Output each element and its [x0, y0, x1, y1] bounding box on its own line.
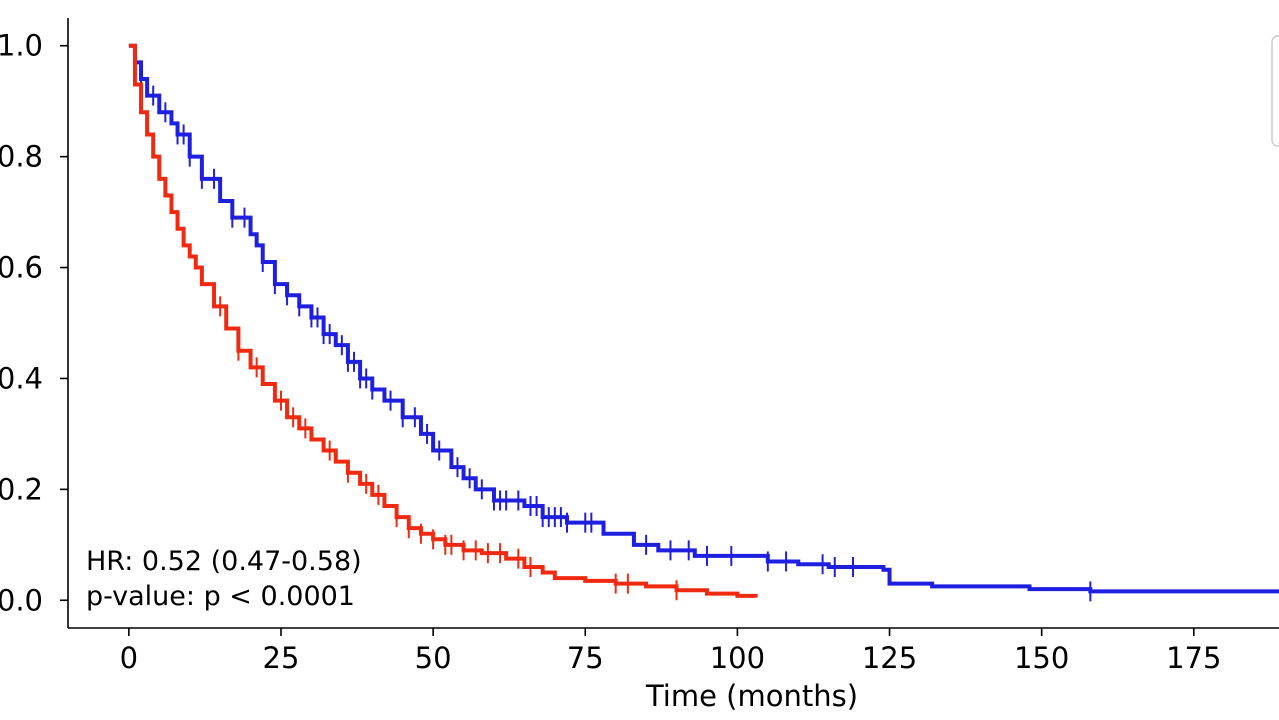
y-tick-label: 0.0 [0, 583, 43, 617]
y-tick-label: 0.2 [0, 472, 43, 506]
x-tick-label: 25 [263, 641, 300, 675]
x-tick-label: 75 [567, 641, 604, 675]
x-axis-title: Time (months) [645, 679, 858, 713]
x-tick-label: 175 [1166, 641, 1221, 675]
axes [67, 18, 1279, 629]
x-tick-label: 0 [120, 641, 138, 675]
hr-annotation: HR: 0.52 (0.47-0.58) [86, 546, 362, 577]
survival-curve-red [128, 43, 758, 598]
x-tick-label: 150 [1014, 641, 1069, 675]
y-tick-label: 0.4 [0, 361, 43, 395]
y-tick-label: 1.0 [0, 29, 43, 63]
series-blue [128, 43, 1279, 602]
y-ticks: 0.0 0.2 0.4 0.6 0.8 1.0 [0, 29, 68, 617]
series-layer [128, 43, 1279, 602]
survival-curve-blue [128, 43, 1279, 594]
pvalue-annotation: p-value: p < 0.0001 [86, 581, 355, 612]
x-tick-label: 125 [862, 641, 917, 675]
legend-box [1271, 35, 1279, 147]
x-tick-label: 50 [415, 641, 452, 675]
x-tick-label: 100 [710, 641, 765, 675]
y-tick-label: 0.8 [0, 140, 43, 174]
series-red [128, 43, 758, 601]
y-tick-label: 0.6 [0, 251, 43, 285]
x-ticks: 0 25 50 75 100 125 150 175 [120, 628, 1221, 675]
